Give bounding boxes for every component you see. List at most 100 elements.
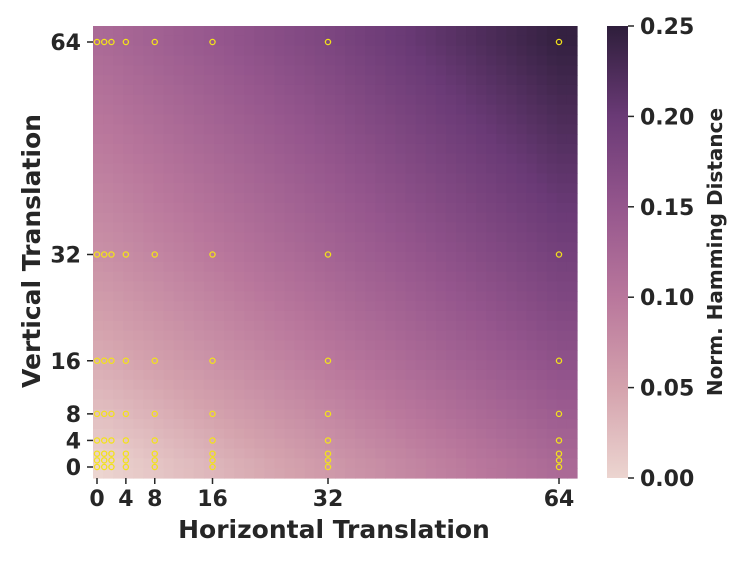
heatmap-cell bbox=[435, 75, 447, 86]
heatmap-cell bbox=[203, 94, 215, 106]
heatmap-cell bbox=[335, 114, 346, 125]
heatmap-cell bbox=[405, 65, 417, 76]
heatmap-cell bbox=[163, 458, 175, 469]
heatmap-cell bbox=[254, 202, 266, 214]
heatmap-cell bbox=[193, 458, 205, 469]
heatmap-cell bbox=[516, 222, 528, 233]
heatmap-cell bbox=[234, 261, 245, 273]
heatmap-cell bbox=[183, 202, 195, 214]
heatmap-cell bbox=[123, 163, 134, 174]
heatmap-cell bbox=[214, 350, 225, 361]
heatmap-cell bbox=[375, 45, 387, 57]
heatmap-cell bbox=[324, 114, 336, 125]
heatmap-cell bbox=[294, 399, 306, 410]
heatmap-cell bbox=[113, 153, 124, 165]
heatmap-cell bbox=[314, 153, 326, 165]
heatmap-cell bbox=[466, 301, 477, 312]
heatmap-cell bbox=[335, 379, 346, 391]
heatmap-cell bbox=[264, 419, 276, 430]
heatmap-cell bbox=[425, 350, 437, 361]
heatmap-cell bbox=[425, 320, 437, 332]
sample-point-marker bbox=[108, 457, 115, 464]
heatmap-cell bbox=[566, 389, 578, 400]
heatmap-cell bbox=[536, 281, 548, 292]
heatmap-cell bbox=[93, 232, 104, 243]
heatmap-cell bbox=[385, 55, 397, 66]
heatmap-cell bbox=[103, 232, 114, 243]
heatmap-cell bbox=[375, 26, 387, 37]
heatmap-cell bbox=[546, 409, 558, 420]
heatmap-cell bbox=[445, 242, 457, 253]
heatmap-cell bbox=[556, 261, 568, 273]
heatmap-cell bbox=[173, 310, 185, 322]
heatmap-cell bbox=[123, 252, 134, 263]
heatmap-cell bbox=[143, 193, 155, 204]
heatmap-cell bbox=[203, 438, 215, 450]
heatmap-cell bbox=[566, 271, 578, 283]
heatmap-cell bbox=[133, 183, 145, 194]
heatmap-cell bbox=[445, 350, 457, 361]
heatmap-cell bbox=[506, 153, 518, 165]
heatmap-cell bbox=[274, 65, 286, 76]
heatmap-cell bbox=[546, 202, 558, 214]
heatmap-cell bbox=[304, 183, 316, 194]
heatmap-cell bbox=[203, 261, 215, 273]
heatmap-cell bbox=[395, 261, 407, 273]
heatmap-cell bbox=[355, 379, 366, 391]
heatmap-cell bbox=[113, 340, 124, 351]
heatmap-cell bbox=[284, 468, 296, 479]
heatmap-cell bbox=[375, 438, 387, 450]
heatmap-cell bbox=[355, 143, 366, 155]
heatmap-cell bbox=[456, 360, 467, 371]
heatmap-cell bbox=[536, 360, 548, 371]
heatmap-cell bbox=[304, 212, 316, 224]
heatmap-cell bbox=[516, 310, 528, 322]
heatmap-cell bbox=[335, 222, 346, 233]
heatmap-cell bbox=[163, 35, 175, 47]
sample-point-marker bbox=[100, 437, 108, 444]
heatmap-cell bbox=[254, 301, 266, 312]
heatmap-cell bbox=[526, 75, 538, 86]
heatmap-cell bbox=[284, 350, 296, 361]
heatmap-cell bbox=[395, 340, 407, 351]
heatmap-cell bbox=[375, 252, 387, 263]
heatmap-cell bbox=[526, 350, 538, 361]
heatmap-cell bbox=[486, 55, 497, 66]
heatmap-cell bbox=[385, 448, 397, 459]
heatmap-cell bbox=[254, 45, 266, 57]
heatmap-cell bbox=[526, 183, 538, 194]
heatmap-cell bbox=[385, 271, 397, 283]
heatmap-cell bbox=[536, 45, 548, 57]
heatmap-cell bbox=[234, 301, 245, 312]
heatmap-cell bbox=[456, 379, 467, 391]
heatmap-cell bbox=[294, 340, 306, 351]
heatmap-cell bbox=[244, 114, 255, 125]
heatmap-cell bbox=[365, 124, 376, 135]
heatmap-cell bbox=[466, 45, 477, 57]
heatmap-cell bbox=[486, 84, 497, 96]
heatmap-cell bbox=[294, 124, 306, 135]
heatmap-cell bbox=[365, 320, 376, 332]
heatmap-cell bbox=[133, 45, 145, 57]
heatmap-cell bbox=[143, 301, 155, 312]
heatmap-cell bbox=[516, 202, 528, 214]
heatmap-cell bbox=[506, 399, 518, 410]
heatmap-cell bbox=[445, 35, 457, 47]
heatmap-cell bbox=[123, 84, 134, 96]
heatmap-cell bbox=[355, 350, 366, 361]
heatmap-cell bbox=[526, 291, 538, 302]
heatmap-cell bbox=[425, 419, 437, 430]
heatmap-cell bbox=[254, 320, 266, 332]
heatmap-cell bbox=[153, 438, 165, 450]
heatmap-cell bbox=[526, 438, 538, 450]
heatmap-cell bbox=[355, 448, 366, 459]
sample-point-marker bbox=[100, 251, 108, 258]
heatmap-cell bbox=[193, 65, 205, 76]
heatmap-cell bbox=[103, 163, 114, 174]
heatmap-cell bbox=[365, 428, 376, 440]
heatmap-cell bbox=[486, 143, 497, 155]
heatmap-cell bbox=[143, 114, 155, 125]
heatmap-cell bbox=[516, 438, 528, 450]
heatmap-cell bbox=[355, 222, 366, 233]
heatmap-cell bbox=[445, 104, 457, 116]
